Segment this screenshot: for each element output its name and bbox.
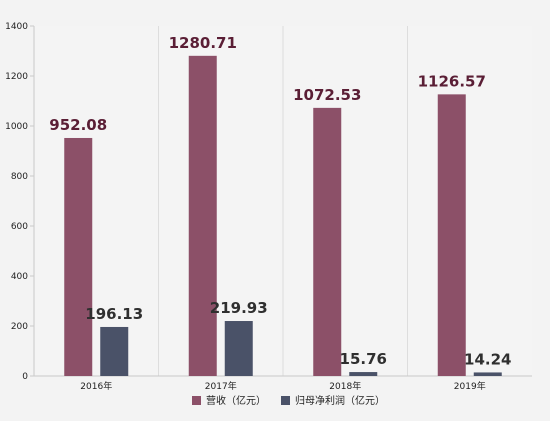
data-label: 952.08	[49, 116, 107, 134]
y-tick-label: 0	[22, 372, 28, 382]
y-tick-label: 800	[11, 172, 28, 182]
bar-net-profit	[224, 321, 253, 376]
bar-net-profit	[100, 326, 129, 376]
bar-net-profit	[349, 372, 378, 376]
data-label: 1126.57	[418, 72, 486, 90]
x-tick-label: 2019年	[454, 380, 486, 392]
legend-swatch	[281, 396, 290, 405]
legend-label: 营收（亿元）	[206, 394, 266, 407]
y-tick-label: 200	[11, 322, 28, 332]
x-tick-label: 2017年	[205, 380, 237, 392]
data-label: 14.24	[464, 350, 511, 368]
data-label: 196.13	[85, 305, 143, 323]
data-label: 15.76	[340, 350, 387, 368]
bar-revenue	[64, 137, 93, 376]
data-label: 1072.53	[293, 86, 361, 104]
data-label: 1280.71	[169, 34, 237, 52]
y-tick-label: 1200	[5, 72, 28, 82]
legend-swatch	[192, 396, 201, 405]
legend-label: 归母净利润（亿元）	[295, 394, 385, 407]
x-tick-label: 2018年	[329, 380, 361, 392]
bar-revenue	[313, 107, 342, 377]
y-tick-label: 1400	[5, 22, 28, 32]
y-tick-label: 600	[11, 222, 28, 232]
bar-revenue	[437, 94, 466, 377]
y-tick-label: 1000	[5, 122, 28, 132]
data-label: 219.93	[210, 299, 268, 317]
y-tick-label: 400	[11, 272, 28, 282]
x-tick-label: 2016年	[80, 380, 112, 392]
bar-revenue	[188, 55, 217, 376]
bar-net-profit	[473, 372, 502, 376]
